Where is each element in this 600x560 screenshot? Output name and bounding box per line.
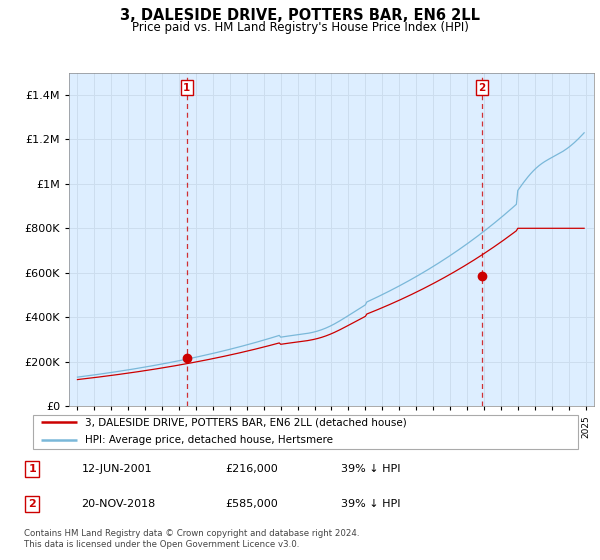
Text: 3, DALESIDE DRIVE, POTTERS BAR, EN6 2LL (detached house): 3, DALESIDE DRIVE, POTTERS BAR, EN6 2LL …	[85, 417, 407, 427]
Text: 3, DALESIDE DRIVE, POTTERS BAR, EN6 2LL: 3, DALESIDE DRIVE, POTTERS BAR, EN6 2LL	[120, 8, 480, 24]
Text: 1: 1	[183, 83, 190, 93]
Text: HPI: Average price, detached house, Hertsmere: HPI: Average price, detached house, Hert…	[85, 435, 333, 445]
Text: Price paid vs. HM Land Registry's House Price Index (HPI): Price paid vs. HM Land Registry's House …	[131, 21, 469, 34]
Text: Contains HM Land Registry data © Crown copyright and database right 2024.
This d: Contains HM Land Registry data © Crown c…	[24, 529, 359, 549]
Text: 20-NOV-2018: 20-NOV-2018	[82, 499, 155, 509]
Text: 2: 2	[478, 83, 485, 93]
Text: 39% ↓ HPI: 39% ↓ HPI	[341, 499, 400, 509]
Text: 1: 1	[29, 464, 36, 474]
Text: £585,000: £585,000	[226, 499, 278, 509]
Text: 2: 2	[29, 499, 36, 509]
Text: £216,000: £216,000	[226, 464, 278, 474]
FancyBboxPatch shape	[33, 414, 578, 449]
Text: 12-JUN-2001: 12-JUN-2001	[82, 464, 152, 474]
Text: 39% ↓ HPI: 39% ↓ HPI	[341, 464, 400, 474]
